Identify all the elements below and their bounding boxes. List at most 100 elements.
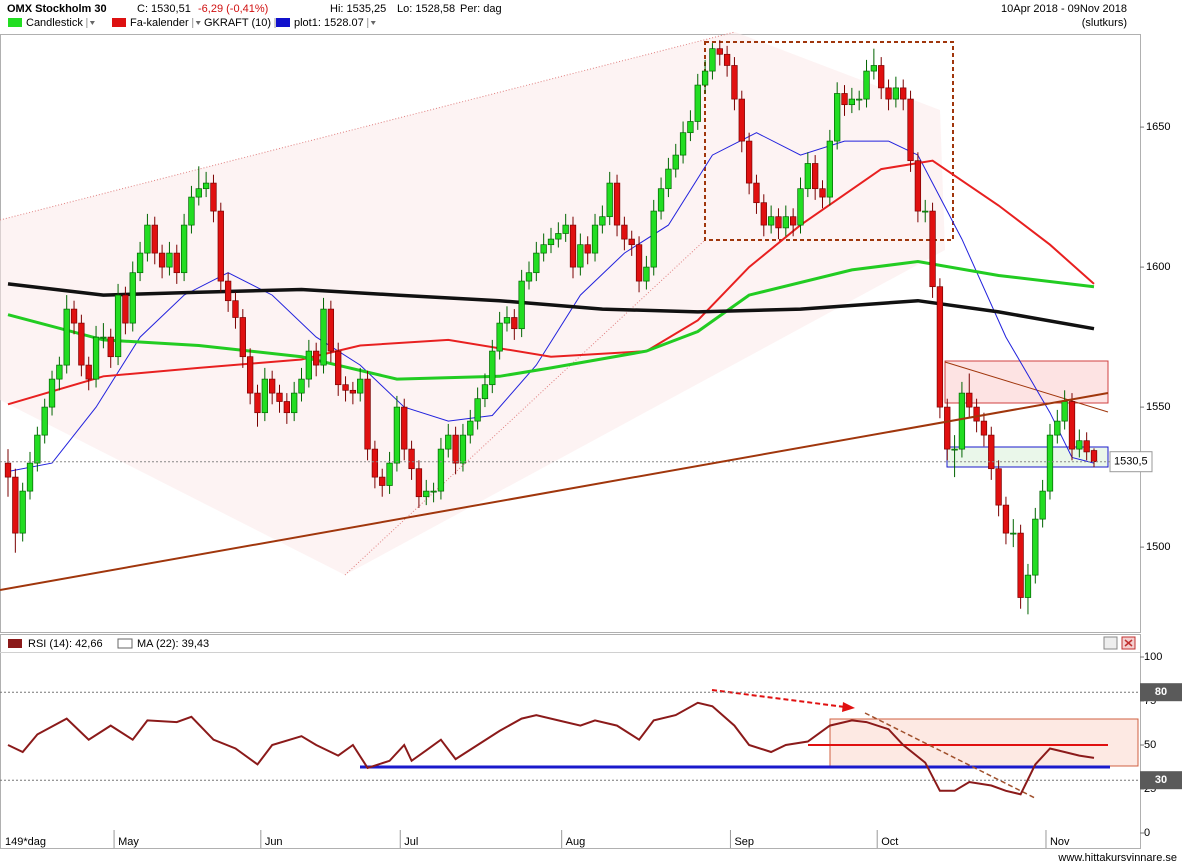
candle-body — [804, 163, 811, 190]
candle-body — [224, 280, 232, 302]
rsi-arrow — [711, 689, 846, 708]
candle-body — [100, 336, 107, 339]
candle-body — [107, 336, 114, 358]
candle-body — [291, 392, 298, 414]
candle-body — [716, 48, 723, 55]
candle-body — [738, 98, 745, 142]
x-tick-label: Aug — [566, 836, 586, 848]
legend-label[interactable]: GKRAFT (10) — [204, 17, 271, 29]
candle-body — [151, 224, 158, 254]
candle-body — [819, 188, 826, 198]
candle-body — [760, 202, 767, 226]
candle-body — [298, 378, 305, 394]
candle-body — [136, 252, 144, 274]
footer: www.hittakursvinnare.se — [1057, 852, 1177, 864]
candle-body — [973, 406, 980, 422]
candle-body — [342, 384, 349, 391]
candle-body — [613, 182, 621, 226]
candle-body — [305, 350, 313, 380]
candle-body — [202, 182, 210, 190]
down-trendline — [944, 361, 1109, 413]
candle-body — [628, 238, 635, 246]
candle-body — [63, 308, 70, 366]
legend-label[interactable]: Fa-kalender — [130, 17, 189, 29]
candle-body — [584, 244, 591, 254]
candle-body — [313, 350, 320, 366]
candle-body — [19, 490, 26, 534]
candle-body — [701, 70, 709, 86]
candle-body — [379, 476, 386, 486]
candle-body — [555, 233, 562, 240]
candle-body — [812, 163, 819, 190]
candle-body — [210, 182, 217, 212]
candle-body — [621, 224, 628, 240]
candle-body — [415, 468, 423, 498]
price-basis: (slutkurs) — [1082, 17, 1127, 29]
legend-label[interactable]: plot1: 1528.07 — [294, 17, 364, 29]
candle-body — [1061, 401, 1068, 422]
candle-body — [1017, 532, 1024, 598]
legend-swatch — [112, 18, 126, 27]
x-tick-label: May — [118, 836, 139, 848]
candle-body — [85, 364, 92, 380]
y-tick-label: 0 — [1144, 827, 1150, 839]
candle-body — [481, 384, 489, 400]
candle-body — [511, 317, 518, 330]
candle-body — [966, 392, 973, 408]
candle-body — [848, 98, 856, 106]
candle-body — [357, 378, 364, 394]
candle-body — [364, 378, 371, 450]
level-box — [1140, 683, 1182, 702]
candle-body — [980, 420, 988, 436]
candle-body — [878, 65, 885, 89]
candle-body — [12, 476, 19, 534]
candle-body — [188, 196, 195, 226]
candle-body — [129, 272, 136, 324]
level-label: 80 — [1155, 686, 1167, 698]
candle-body — [547, 238, 555, 246]
y-tick-label: 50 — [1144, 739, 1156, 751]
candle-body — [166, 252, 173, 268]
candle-body — [393, 406, 401, 464]
level-label: 30 — [1155, 774, 1167, 786]
candle-body — [782, 216, 789, 229]
range-box — [704, 41, 954, 241]
candle-body — [657, 188, 665, 212]
candle-body — [437, 448, 445, 492]
candle-body — [665, 168, 672, 190]
last-price-box — [1109, 451, 1153, 473]
y-tick-label: 1550 — [1146, 401, 1170, 413]
candle-body — [1090, 450, 1098, 463]
candle-body — [408, 448, 415, 470]
legend-label[interactable]: Candlestick — [26, 17, 83, 29]
zoom-icon[interactable] — [1103, 636, 1118, 650]
candle-body — [56, 364, 63, 380]
candle-body — [995, 468, 1002, 506]
candle-body — [892, 87, 900, 100]
candle-body — [70, 308, 78, 324]
candle-body — [173, 252, 180, 274]
candle-body — [1024, 574, 1032, 598]
candle-body — [525, 272, 533, 282]
legend-dropdown[interactable] — [195, 21, 201, 25]
candle-body — [217, 210, 224, 282]
low-value: Lo: 1528,58 — [397, 3, 455, 15]
candle-body — [687, 121, 694, 134]
channel-lower — [344, 239, 706, 576]
candle-body — [709, 48, 716, 72]
candle-body — [489, 350, 496, 386]
candle-body — [1068, 401, 1076, 450]
candle-body — [885, 87, 892, 100]
candle-body — [929, 210, 936, 288]
candle-body — [349, 389, 357, 394]
legend-dropdown[interactable] — [370, 21, 376, 25]
candle-body — [1046, 434, 1054, 492]
last-price-label: 1530,5 — [1114, 456, 1148, 468]
candle-body — [841, 93, 848, 106]
x-tick-label: Jun — [265, 836, 283, 848]
legend-dropdown[interactable] — [89, 21, 95, 25]
candle-body — [1010, 532, 1017, 535]
candle-body — [599, 216, 606, 226]
rsi-panel-frame — [0, 634, 1141, 849]
